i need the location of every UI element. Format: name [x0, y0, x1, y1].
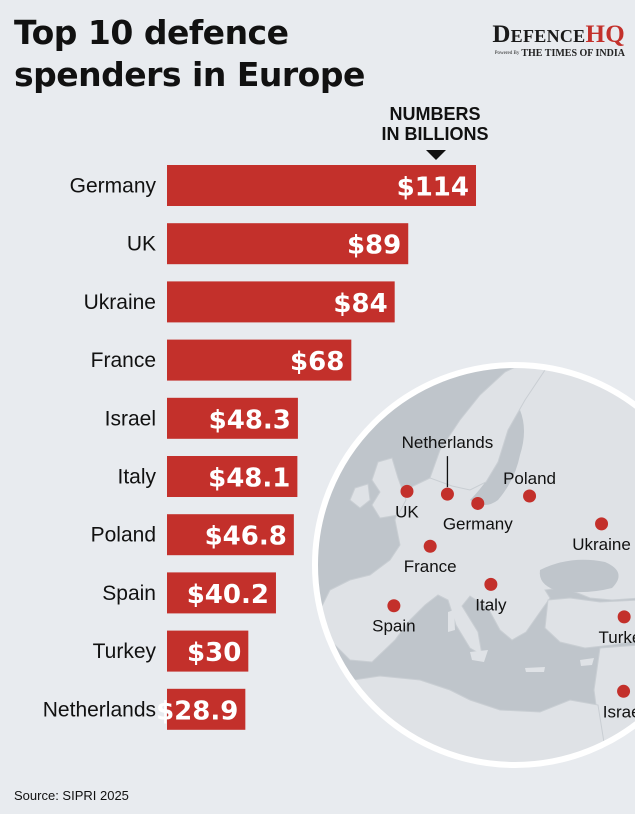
marker-uk [400, 484, 414, 498]
brand-name-part1: Defence [492, 21, 586, 48]
marker-italy [484, 577, 498, 591]
map-label-spain: Spain [372, 617, 415, 636]
value-label: $68 [290, 347, 344, 377]
title-line-1: Top 10 defence [14, 13, 289, 52]
category-label: UK [127, 233, 156, 256]
brand-name: DefenceHQ [492, 22, 625, 48]
source-note: Source: SIPRI 2025 [14, 788, 129, 803]
bar-turkey [167, 630, 249, 672]
map-baltic-sea [470, 410, 524, 505]
map-land-sardinia [448, 610, 455, 632]
map-label-italy: Italy [475, 595, 507, 614]
map-land-sicily [470, 650, 488, 662]
map-circle-border [312, 362, 635, 768]
category-label: Poland [91, 524, 156, 547]
down-arrow-icon [426, 150, 446, 160]
value-label: $89 [347, 231, 401, 261]
bar-france [167, 339, 352, 381]
map-label-netherlands: Netherlands [402, 433, 494, 452]
marker-ukraine [595, 517, 609, 531]
value-label: $40.2 [187, 580, 269, 610]
value-label: $30 [187, 638, 241, 668]
bar-poland [167, 514, 294, 556]
map-label-uk: UK [395, 502, 419, 521]
brand-logo: DefenceHQ Powered By THE TIMES OF INDIA [492, 22, 625, 60]
bar-spain [167, 572, 276, 614]
map-land-cyprus [580, 658, 594, 666]
map-label-france: France [404, 557, 457, 576]
marker-france [423, 539, 437, 553]
unit-note-line-2: IN BILLIONS [381, 124, 489, 144]
brand-name-part2: HQ [585, 21, 625, 48]
value-label: $28.9 [156, 696, 238, 726]
marker-germany [471, 496, 485, 510]
value-label: $114 [397, 173, 469, 203]
map-land-crete [525, 667, 545, 672]
partner-name: THE TIMES OF INDIA [521, 48, 625, 59]
map-land-britain [371, 457, 407, 519]
page-title: Top 10 defence spenders in Europe [14, 12, 365, 96]
bar-netherlands [167, 688, 246, 730]
map-label-turkey: Turkey [598, 628, 635, 647]
category-label: Netherlands [43, 698, 156, 721]
value-label: $46.8 [205, 522, 287, 552]
bar-israel [167, 397, 298, 439]
map-label-poland: Poland [503, 469, 556, 488]
powered-by-label: Powered By [494, 51, 520, 57]
value-label: $48.1 [208, 464, 290, 494]
category-label: Turkey [93, 640, 157, 663]
bar-italy [167, 456, 298, 497]
map-land-anatolia [544, 597, 635, 649]
category-label: Germany [70, 175, 157, 198]
marker-spain [387, 599, 401, 613]
bar-ukraine [167, 281, 395, 323]
marker-poland [523, 489, 537, 503]
marker-netherlands [440, 487, 454, 501]
map-land-scandinavia [429, 365, 546, 491]
map-label-germany: Germany [443, 514, 513, 533]
unit-note-line-1: NUMBERS [389, 104, 481, 124]
category-label: France [91, 349, 156, 372]
marker-turkey [617, 610, 631, 624]
title-line-2: spenders in Europe [14, 55, 365, 94]
value-label: $48.3 [209, 405, 291, 435]
map-land-ireland [349, 483, 371, 509]
map-label-ukraine: Ukraine [572, 535, 631, 554]
bar-germany [167, 165, 476, 206]
category-label: Ukraine [84, 291, 156, 314]
value-label: $84 [333, 289, 387, 319]
brand-partner: Powered By THE TIMES OF INDIA [492, 48, 625, 59]
map-label-israel: Israel [603, 702, 635, 721]
bar-uk [167, 223, 409, 265]
category-label: Spain [102, 582, 156, 605]
category-label: Israel [105, 407, 156, 430]
map-black-sea [539, 559, 619, 593]
unit-note: NUMBERS IN BILLIONS [355, 104, 515, 144]
marker-israel [617, 684, 631, 698]
category-label: Italy [117, 466, 156, 489]
